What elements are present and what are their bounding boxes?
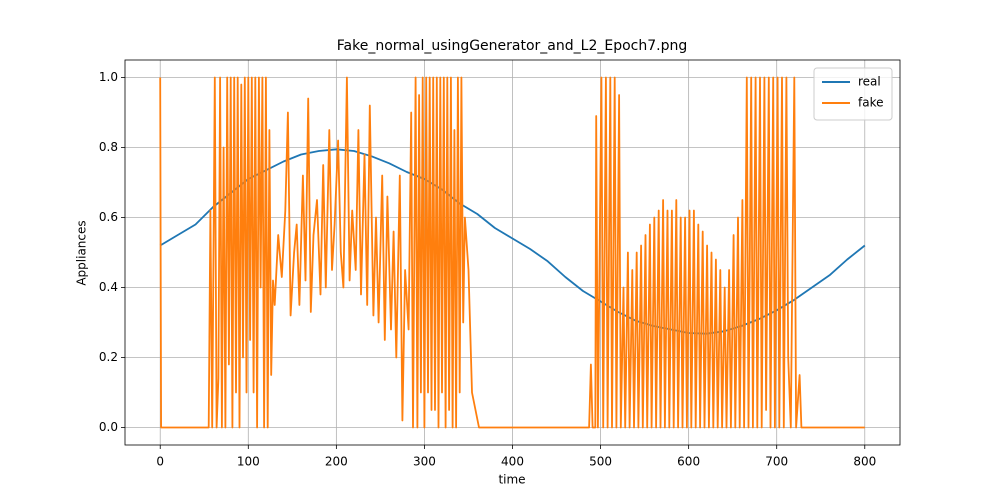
x-tick-label: 400 — [501, 455, 524, 469]
y-tick-label: 1.0 — [99, 70, 118, 84]
x-tick-label: 200 — [325, 455, 348, 469]
x-tick-label: 600 — [677, 455, 700, 469]
y-axis-label: Appliances — [75, 220, 89, 285]
x-axis-label: time — [498, 473, 525, 487]
y-tick-label: 0.0 — [99, 420, 118, 434]
y-tick-label: 0.2 — [99, 350, 118, 364]
x-tick-label: 0 — [156, 455, 164, 469]
plot-frame — [124, 59, 901, 446]
x-tick-label: 700 — [765, 455, 788, 469]
x-tick-label: 300 — [413, 455, 436, 469]
x-tick-label: 500 — [589, 455, 612, 469]
legend-label: fake — [858, 96, 883, 110]
y-tick-label: 0.4 — [99, 280, 118, 294]
y-tick-label: 0.8 — [99, 140, 118, 154]
line-series — [159, 76, 865, 429]
x-tick-label: 100 — [237, 455, 260, 469]
chart-title: Fake_normal_usingGenerator_and_L2_Epoch7… — [337, 38, 687, 54]
x-tick-label: 800 — [853, 455, 876, 469]
legend-label: real — [858, 75, 881, 89]
y-tick-label: 0.6 — [99, 210, 118, 224]
